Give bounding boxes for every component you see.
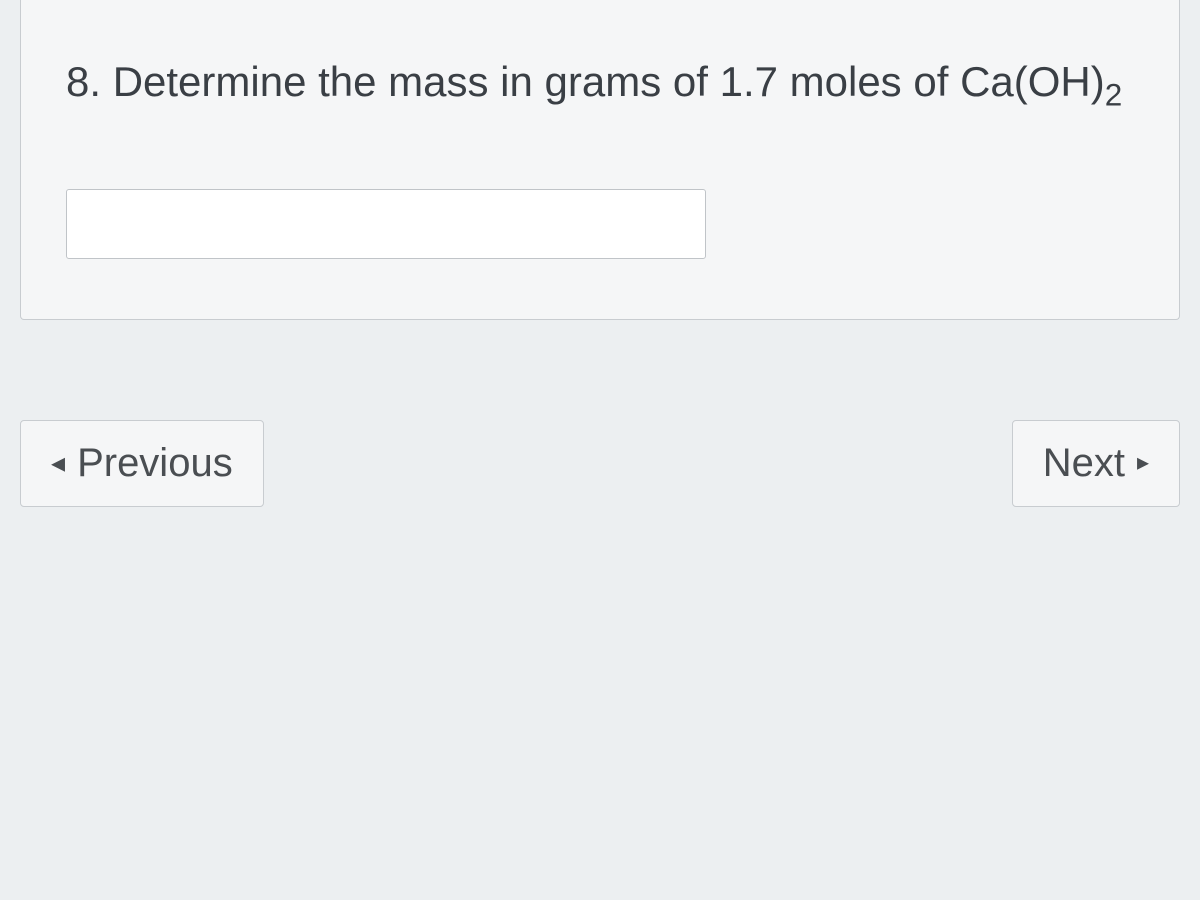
navigation-bar: ◂ Previous Next ▸ bbox=[0, 320, 1200, 537]
question-card: 8. Determine the mass in grams of 1.7 mo… bbox=[20, 0, 1180, 320]
question-body: Determine the mass in grams of 1.7 moles… bbox=[113, 58, 949, 105]
quiz-page: 8. Determine the mass in grams of 1.7 mo… bbox=[0, 0, 1200, 900]
question-text: 8. Determine the mass in grams of 1.7 mo… bbox=[66, 50, 1134, 119]
answer-input[interactable] bbox=[66, 189, 706, 259]
previous-button[interactable]: ◂ Previous bbox=[20, 420, 264, 507]
next-button[interactable]: Next ▸ bbox=[1012, 420, 1180, 507]
previous-button-label: Previous bbox=[77, 441, 233, 486]
next-button-label: Next bbox=[1043, 441, 1125, 486]
chevron-left-icon: ◂ bbox=[51, 449, 65, 477]
chevron-right-icon: ▸ bbox=[1137, 451, 1149, 475]
chemical-formula: Ca(OH)2 bbox=[960, 58, 1122, 105]
question-number: 8. bbox=[66, 58, 101, 105]
